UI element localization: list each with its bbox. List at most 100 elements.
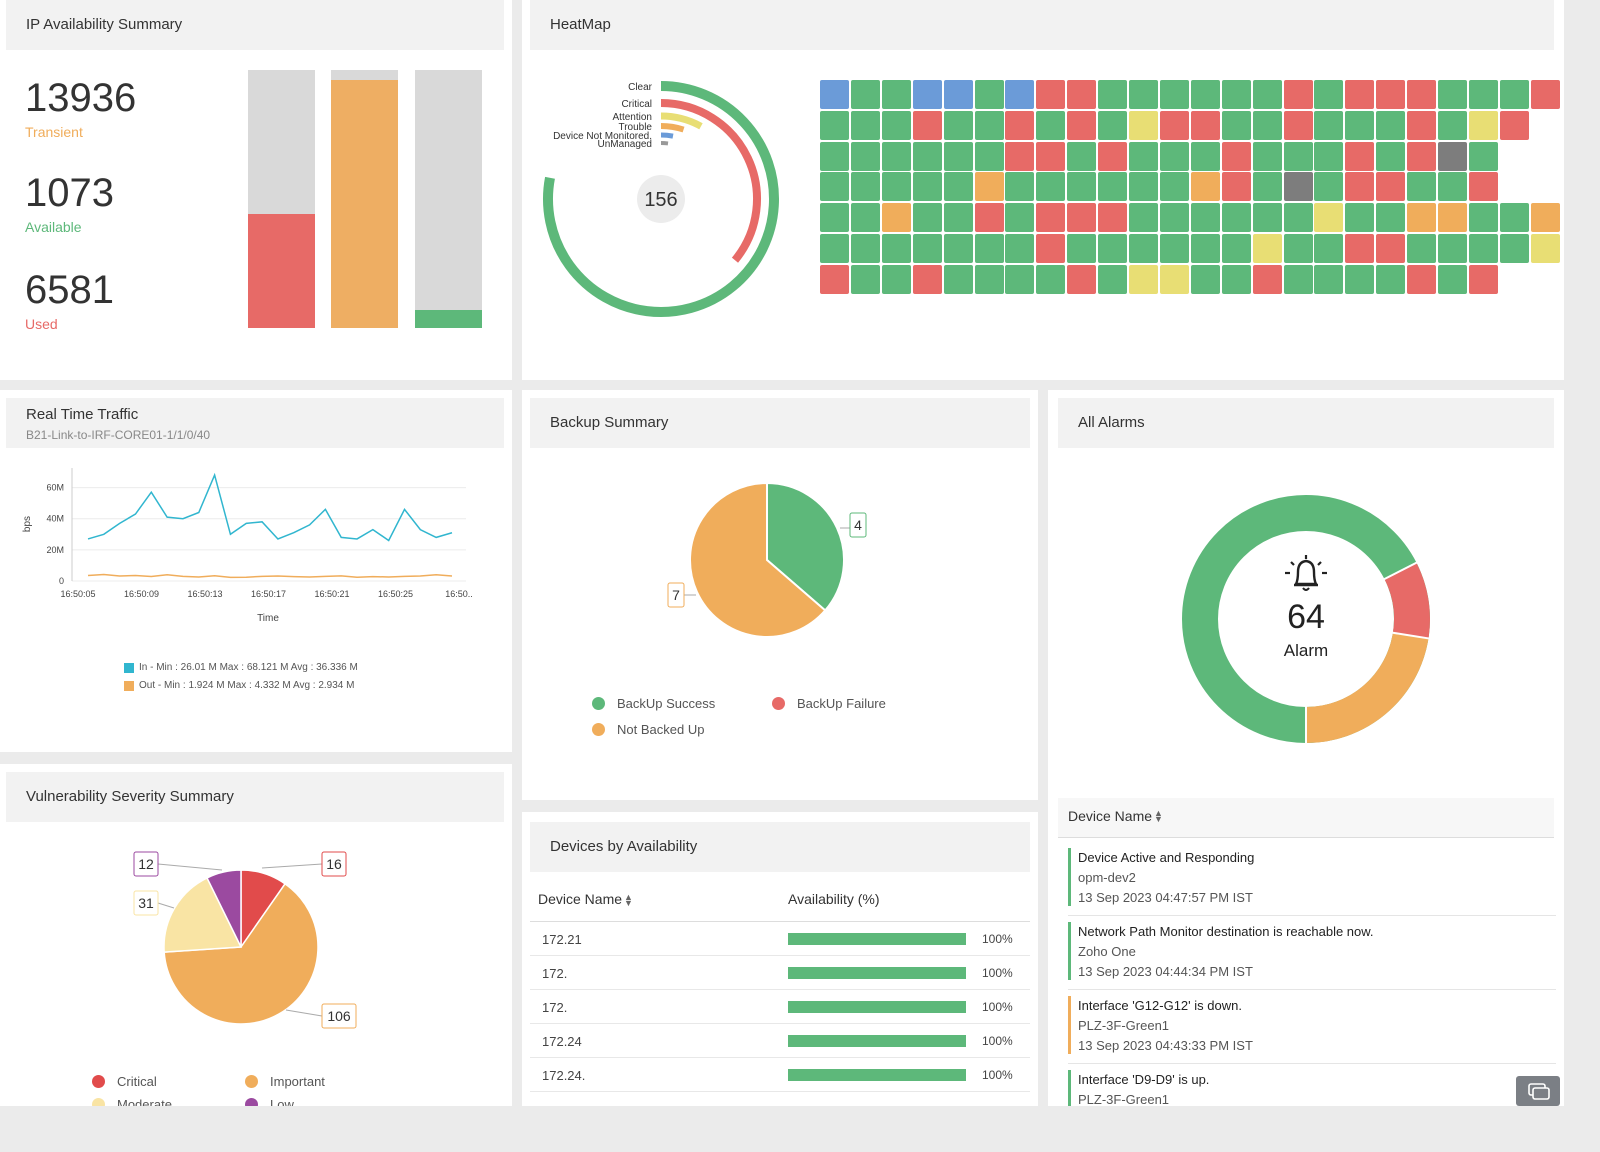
heatmap-cell[interactable] xyxy=(1438,80,1467,109)
heatmap-cell[interactable] xyxy=(1407,141,1437,171)
heatmap-cell[interactable] xyxy=(943,141,973,171)
heatmap-cell[interactable] xyxy=(1499,80,1529,109)
heatmap-cell[interactable] xyxy=(1005,80,1035,109)
heatmap-cell[interactable] xyxy=(1345,203,1375,233)
heatmap-cell[interactable] xyxy=(1407,234,1437,263)
heatmap-cell[interactable] xyxy=(1438,203,1467,233)
heatmap-cell[interactable] xyxy=(1129,110,1158,140)
heatmap-cell[interactable] xyxy=(1438,234,1467,263)
heatmap-cell[interactable] xyxy=(912,234,942,263)
heatmap-cell[interactable] xyxy=(820,172,849,202)
heatmap-cell[interactable] xyxy=(1252,172,1282,202)
heatmap-cell[interactable] xyxy=(1221,80,1251,109)
device-name[interactable]: 172. xyxy=(542,1000,568,1015)
heatmap-cell[interactable] xyxy=(1036,172,1066,202)
table-row[interactable]: 172.24 100% xyxy=(530,1024,1030,1058)
heatmap-cell[interactable] xyxy=(943,80,973,109)
device-name[interactable]: 172.24. xyxy=(542,1068,586,1083)
alarm-item[interactable]: Interface 'D9-D9' is up. PLZ-3F-Green1 xyxy=(1068,1064,1556,1106)
heatmap-cell[interactable] xyxy=(1129,80,1158,109)
heatmap-cell[interactable] xyxy=(912,203,942,233)
heatmap-cell[interactable] xyxy=(943,172,973,202)
heatmap-cell[interactable] xyxy=(1221,203,1251,233)
heatmap-cell[interactable] xyxy=(1438,141,1467,171)
heatmap-cell[interactable] xyxy=(1252,234,1282,263)
heatmap-cell[interactable] xyxy=(1005,172,1035,202)
heatmap-cell[interactable] xyxy=(1159,234,1189,263)
heatmap-cell[interactable] xyxy=(1314,234,1344,263)
legend-low[interactable]: Low xyxy=(245,1097,294,1106)
heatmap-cell[interactable] xyxy=(1530,234,1560,263)
legend-critical[interactable]: Critical xyxy=(92,1074,157,1089)
heatmap-cell[interactable] xyxy=(820,110,849,140)
heatmap-cell[interactable] xyxy=(1129,141,1158,171)
heatmap-cell[interactable] xyxy=(1283,264,1313,294)
heatmap-cell[interactable] xyxy=(974,234,1004,263)
ip-bar-fill[interactable] xyxy=(331,80,398,328)
heatmap-cell[interactable] xyxy=(820,141,849,171)
heatmap-cell[interactable] xyxy=(1407,172,1437,202)
heatmap-cell[interactable] xyxy=(850,110,880,140)
heatmap-cell[interactable] xyxy=(1283,234,1313,263)
heatmap-cell[interactable] xyxy=(1407,203,1437,233)
heatmap-cell[interactable] xyxy=(1098,264,1128,294)
heatmap-cell[interactable] xyxy=(943,203,973,233)
heatmap-cell[interactable] xyxy=(1376,80,1406,109)
heatmap-cell[interactable] xyxy=(1098,234,1128,263)
heatmap-cell[interactable] xyxy=(974,172,1004,202)
heatmap-cell[interactable] xyxy=(1345,234,1375,263)
heatmap-cell[interactable] xyxy=(1345,172,1375,202)
legend-backup-success[interactable]: BackUp Success xyxy=(592,696,715,711)
chat-icon[interactable] xyxy=(1516,1076,1560,1106)
heatmap-cell[interactable] xyxy=(850,234,880,263)
heatmap-cell[interactable] xyxy=(1314,172,1344,202)
heatmap-cell[interactable] xyxy=(1314,203,1344,233)
heatmap-cell[interactable] xyxy=(1252,264,1282,294)
heatmap-cell[interactable] xyxy=(1345,264,1375,294)
alarm-table-header[interactable]: Device Name ▲ ▼ xyxy=(1058,798,1554,838)
heatmap-cell[interactable] xyxy=(1407,264,1437,294)
heatmap-cell[interactable] xyxy=(1438,172,1467,202)
device-name-column[interactable]: Device Name xyxy=(1068,808,1153,824)
sort-icon[interactable]: ▲ ▼ xyxy=(1154,808,1163,824)
heatmap-cell[interactable] xyxy=(1283,141,1313,171)
heatmap-cell[interactable] xyxy=(1098,110,1128,140)
heatmap-cell[interactable] xyxy=(1221,234,1251,263)
heatmap-cell[interactable] xyxy=(850,141,880,171)
heatmap-cell[interactable] xyxy=(850,80,880,109)
heatmap-cell[interactable] xyxy=(881,172,911,202)
heatmap-cell[interactable] xyxy=(1468,264,1498,294)
heatmap-cell[interactable] xyxy=(1005,264,1035,294)
heatmap-cell[interactable] xyxy=(1159,264,1189,294)
heatmap-cell[interactable] xyxy=(1190,234,1220,263)
heatmap-cell[interactable] xyxy=(1067,264,1097,294)
device-name[interactable]: 172.24 xyxy=(542,1034,582,1049)
heatmap-cell[interactable] xyxy=(1036,264,1066,294)
heatmap-cell[interactable] xyxy=(1499,234,1529,263)
heatmap-cell[interactable] xyxy=(912,264,942,294)
heatmap-cell[interactable] xyxy=(1067,203,1097,233)
heatmap-cell[interactable] xyxy=(974,264,1004,294)
table-row[interactable]: 172.24. 100% xyxy=(530,1058,1030,1092)
heatmap-cell[interactable] xyxy=(1407,80,1437,109)
heatmap-cell[interactable] xyxy=(1499,110,1529,140)
heatmap-cell[interactable] xyxy=(1283,110,1313,140)
heatmap-cell[interactable] xyxy=(1468,80,1498,109)
heatmap-cell[interactable] xyxy=(881,110,911,140)
heatmap-cell[interactable] xyxy=(1468,234,1498,263)
heatmap-cell[interactable] xyxy=(881,264,911,294)
heatmap-cell[interactable] xyxy=(1129,264,1158,294)
heatmap-cell[interactable] xyxy=(1530,203,1560,233)
heatmap-cell[interactable] xyxy=(1067,141,1097,171)
heatmap-cell[interactable] xyxy=(1314,264,1344,294)
heatmap-cell[interactable] xyxy=(881,80,911,109)
legend-important[interactable]: Important xyxy=(245,1074,325,1089)
heatmap-cell[interactable] xyxy=(943,264,973,294)
heatmap-cell[interactable] xyxy=(1098,80,1128,109)
heatmap-cell[interactable] xyxy=(820,80,849,109)
heatmap-cell[interactable] xyxy=(881,203,911,233)
alarm-item[interactable]: Network Path Monitor destination is reac… xyxy=(1068,916,1556,990)
heatmap-cell[interactable] xyxy=(850,172,880,202)
heatmap-cell[interactable] xyxy=(1005,110,1035,140)
heatmap-cell[interactable] xyxy=(1376,264,1406,294)
